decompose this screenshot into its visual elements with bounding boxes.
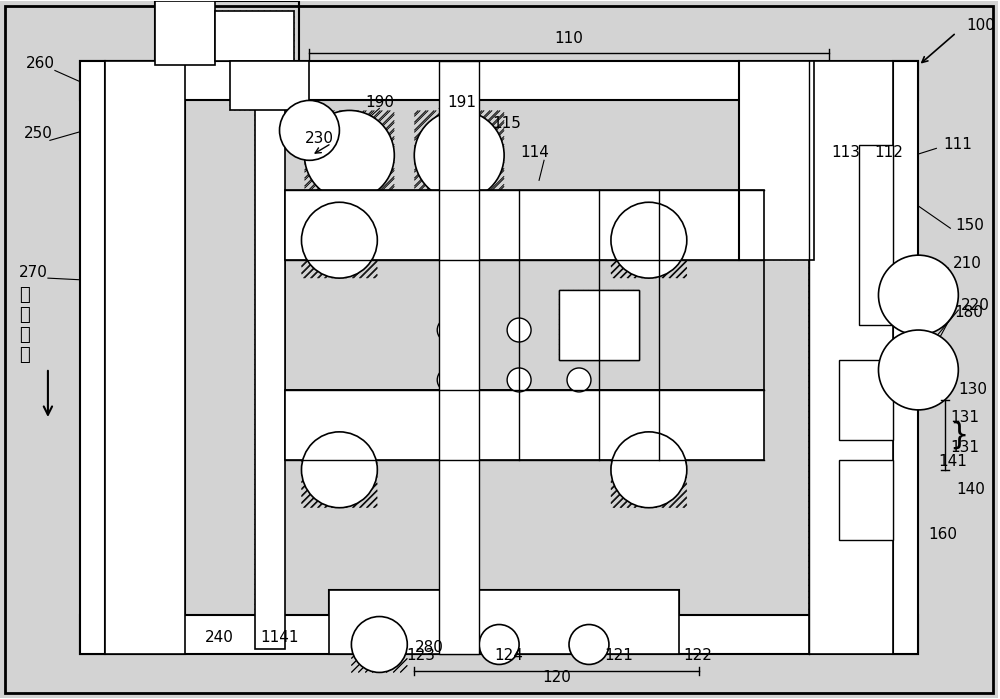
- Text: 131: 131: [950, 410, 979, 426]
- Text: 150: 150: [955, 217, 984, 233]
- Text: }: }: [949, 420, 969, 449]
- Text: 280: 280: [415, 640, 444, 655]
- Bar: [80, 61, 105, 654]
- Bar: [255, 71, 285, 649]
- Bar: [859, 145, 893, 325]
- Bar: [893, 61, 918, 654]
- Text: 123: 123: [407, 648, 436, 663]
- Text: 120: 120: [543, 670, 571, 685]
- Bar: [329, 589, 679, 654]
- Circle shape: [611, 202, 687, 278]
- Text: 重: 重: [20, 286, 30, 304]
- Text: 160: 160: [928, 527, 957, 542]
- Bar: [80, 614, 918, 654]
- Text: 131: 131: [950, 440, 979, 455]
- Bar: [809, 61, 893, 654]
- Circle shape: [301, 202, 377, 278]
- Bar: [839, 360, 893, 440]
- Bar: [285, 260, 764, 390]
- Text: 260: 260: [25, 56, 54, 71]
- Bar: [559, 290, 639, 360]
- Text: 140: 140: [956, 482, 985, 497]
- Circle shape: [351, 617, 407, 672]
- Circle shape: [301, 432, 377, 507]
- Text: 124: 124: [495, 648, 524, 663]
- Circle shape: [567, 368, 591, 392]
- Circle shape: [280, 101, 339, 160]
- Bar: [285, 190, 764, 260]
- Circle shape: [878, 330, 958, 410]
- Text: 230: 230: [305, 131, 334, 146]
- Text: 向: 向: [20, 346, 30, 364]
- Text: 力: 力: [20, 306, 30, 324]
- Text: 130: 130: [958, 382, 987, 398]
- Bar: [888, 310, 978, 430]
- Text: 191: 191: [447, 95, 476, 110]
- Circle shape: [569, 624, 609, 665]
- Circle shape: [567, 318, 591, 342]
- Text: 141: 141: [938, 454, 967, 469]
- Bar: [215, 10, 294, 61]
- Text: 190: 190: [365, 95, 394, 110]
- Circle shape: [507, 368, 531, 392]
- Text: 121: 121: [604, 648, 633, 663]
- Text: 180: 180: [954, 305, 983, 319]
- Text: 114: 114: [521, 145, 550, 160]
- Text: 115: 115: [492, 116, 521, 131]
- Text: 113: 113: [832, 145, 861, 160]
- Circle shape: [437, 318, 461, 342]
- Text: 1141: 1141: [260, 630, 299, 645]
- Bar: [839, 460, 893, 540]
- Bar: [155, 1, 215, 66]
- Text: 111: 111: [943, 137, 972, 152]
- Text: 240: 240: [205, 630, 234, 645]
- Bar: [105, 61, 185, 654]
- Bar: [115, 110, 175, 600]
- Bar: [285, 390, 764, 460]
- Bar: [230, 61, 309, 110]
- Text: 122: 122: [684, 648, 713, 663]
- Circle shape: [611, 432, 687, 507]
- Circle shape: [437, 368, 461, 392]
- Bar: [285, 260, 764, 390]
- Circle shape: [414, 110, 504, 200]
- Circle shape: [878, 255, 958, 335]
- Bar: [873, 155, 885, 315]
- Bar: [105, 61, 185, 654]
- Text: 250: 250: [23, 126, 52, 141]
- Bar: [80, 61, 918, 101]
- Text: 220: 220: [961, 298, 990, 312]
- Bar: [439, 61, 479, 654]
- Bar: [329, 589, 679, 654]
- Bar: [559, 290, 639, 360]
- Circle shape: [479, 624, 519, 665]
- Circle shape: [304, 110, 394, 200]
- Text: 100: 100: [966, 18, 995, 33]
- Text: 112: 112: [874, 145, 903, 160]
- Text: 270: 270: [19, 265, 47, 280]
- Text: 210: 210: [953, 256, 982, 271]
- Bar: [115, 110, 175, 600]
- Circle shape: [507, 318, 531, 342]
- Bar: [873, 155, 885, 315]
- Bar: [155, 1, 299, 66]
- Text: 方: 方: [20, 326, 30, 344]
- Bar: [105, 101, 893, 614]
- Text: 110: 110: [555, 31, 583, 46]
- Bar: [739, 61, 814, 260]
